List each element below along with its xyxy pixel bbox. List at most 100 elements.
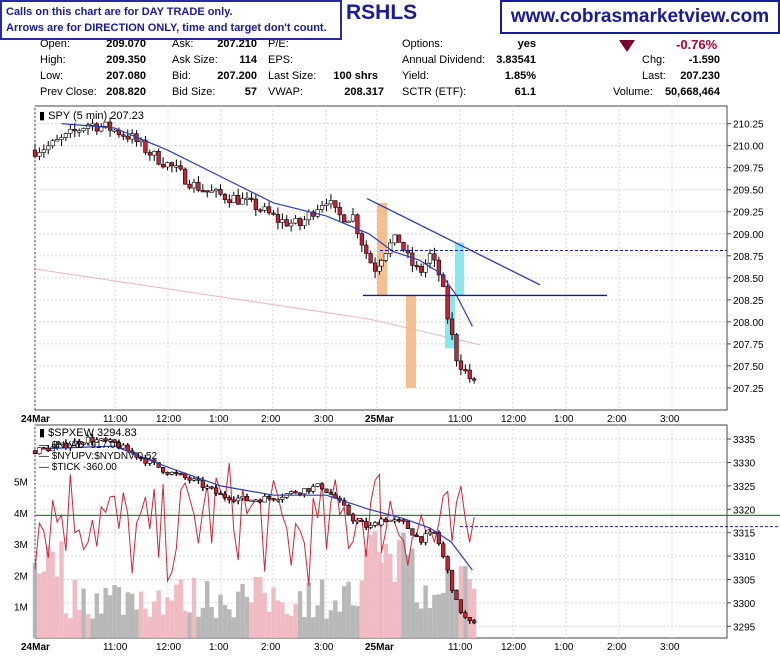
last-value: 207.230 — [680, 70, 720, 82]
volume-bar — [379, 562, 384, 638]
breadth-candle-body — [315, 483, 320, 487]
volume-y-tick-label: 2M — [14, 571, 28, 582]
disclaimer-box: Calls on this chart are for DAY TRADE on… — [0, 0, 342, 40]
bottom-x-tick-label: 2:00 — [261, 642, 281, 653]
volume-bar — [174, 584, 179, 638]
top-x-tick-label: 25Mar — [365, 414, 394, 425]
price-y-tick-label: 209.50 — [733, 186, 764, 197]
vwap-value: 208.317 — [344, 86, 384, 98]
price-candle-body — [372, 262, 378, 272]
breadth-candle-body — [77, 440, 82, 445]
top-x-tick-label: 2:00 — [607, 414, 627, 425]
price-candle-body — [222, 194, 228, 200]
breadth-candle-body — [99, 438, 104, 441]
price-candle-body — [350, 214, 356, 222]
price-candle-body — [401, 242, 406, 251]
breadth-candle-body — [302, 488, 307, 495]
breadth-candle-body — [454, 590, 459, 600]
low-value: 207.080 — [106, 70, 146, 82]
open-label: Open: — [40, 38, 70, 50]
top-x-tick-label: 12:00 — [501, 414, 526, 425]
bottom-x-tick-label: 3:00 — [660, 642, 680, 653]
price-candle-body — [205, 190, 210, 193]
breadth-candle-body — [138, 457, 144, 460]
breadth-candle-body — [81, 442, 86, 445]
price-candle-body — [266, 206, 272, 214]
volume-bar — [200, 607, 206, 638]
disclaimer-line-2: Arrows are for DIRECTION ONLY, time and … — [6, 22, 327, 34]
price-candle-body — [99, 125, 104, 132]
price-candle-body — [54, 139, 60, 142]
price-candle-body — [63, 133, 69, 138]
breadth-candle-body — [90, 436, 95, 443]
breadth-candle-body — [231, 499, 236, 502]
breadth-candle-body — [196, 478, 201, 481]
volume-bar — [182, 610, 188, 638]
volume-value: 50,668,464 — [664, 86, 720, 98]
volume-bar — [240, 583, 245, 638]
volume-bar — [302, 616, 307, 638]
price-candle-body — [275, 214, 281, 223]
volume-bar — [467, 578, 472, 638]
price-candle-body — [419, 265, 424, 273]
price-panel-title: ▮ SPY (5 min) 207.23 — [39, 110, 144, 122]
breadth-candle-body — [174, 472, 179, 475]
price-candle-body — [231, 194, 236, 204]
percent-change: -0.76% — [676, 37, 718, 52]
website-banner[interactable]: www.cobrasmarketview.com — [500, 0, 780, 34]
volume-bar — [72, 579, 77, 638]
downtrend-line — [366, 197, 541, 286]
price-candle-body — [359, 233, 364, 246]
breadth-candle-body — [392, 519, 397, 522]
top-x-tick-label: 11:00 — [103, 414, 128, 425]
volume-bar — [355, 606, 360, 638]
price-candle-body — [306, 211, 311, 221]
breadth-candle-body — [266, 496, 272, 499]
high-value: 209.350 — [106, 54, 146, 66]
price-candle-body — [423, 262, 428, 273]
price-candle-body — [147, 152, 152, 156]
breadth-candle-body — [311, 486, 316, 492]
breadth-candle-body — [368, 525, 373, 528]
volume-bar — [423, 585, 428, 638]
price-candle-body — [77, 130, 82, 133]
breadth-candle-body — [423, 533, 428, 543]
breadth-y-tick-label: 3310 — [733, 552, 756, 563]
breadth-y-tick-label: 3325 — [733, 482, 756, 493]
breadth-candle-body — [94, 439, 99, 443]
volume-bar — [50, 551, 55, 638]
volume-bar — [156, 590, 161, 638]
price-candle-body — [289, 222, 294, 227]
volume-bar — [138, 591, 144, 638]
price-candle-body — [103, 121, 108, 127]
top-x-tick-label: 1:00 — [554, 414, 574, 425]
volume-bar — [418, 608, 424, 638]
price-candle-body — [454, 334, 459, 362]
volume-bar — [350, 605, 356, 638]
volume-bar — [436, 594, 442, 638]
volume-bar — [54, 576, 60, 638]
price-y-tick-label: 210.00 — [733, 142, 764, 153]
price-candle-body — [293, 218, 298, 224]
price-candle-body — [169, 162, 175, 167]
price-candle-body — [302, 219, 307, 226]
price-y-tick-label: 210.25 — [733, 120, 764, 131]
breadth-candle-body — [200, 480, 205, 488]
price-candle-body — [46, 145, 51, 151]
volume-bar — [129, 593, 135, 638]
price-candle-body — [191, 181, 197, 189]
price-candle-body — [187, 183, 192, 189]
sctr-value: 61.1 — [514, 86, 536, 98]
volume-bar — [311, 617, 316, 638]
breadth-candle-body — [37, 447, 42, 455]
volume-bar — [143, 608, 148, 638]
prev-close-value: 208.820 — [106, 86, 146, 98]
moving-average-line — [61, 123, 473, 327]
bottom-x-tick-label: 11:00 — [448, 642, 473, 653]
breadth-candle-body — [436, 531, 441, 545]
volume-bar — [401, 532, 406, 638]
volume-y-tick-label: 5M — [14, 478, 28, 489]
price-candle-body — [458, 360, 464, 370]
options-value: yes — [517, 38, 536, 50]
